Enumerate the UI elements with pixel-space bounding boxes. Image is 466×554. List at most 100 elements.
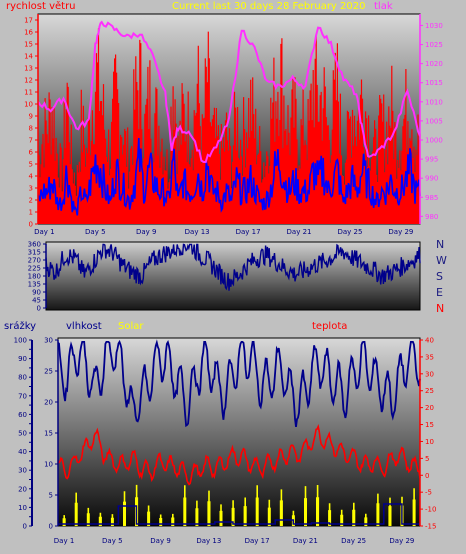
temperature-axis-label: 30 — [425, 370, 434, 378]
humidity-x-label: Day 9 — [150, 537, 171, 545]
temperature-axis-label: 20 — [425, 404, 434, 412]
direction-axis-label: 270 — [28, 257, 41, 265]
wind-axis-label: 1 — [29, 209, 33, 217]
temperature-axis-label: 35 — [425, 353, 434, 361]
temperature-axis-label: 10 — [425, 438, 434, 446]
temperature-axis-label: 25 — [425, 387, 434, 395]
wind-x-label: Day 5 — [85, 228, 106, 236]
wind-axis-label: 5 — [29, 161, 33, 169]
humidity-label: vlhkost — [66, 321, 102, 332]
pressure-axis-label: 1020 — [425, 60, 443, 68]
wind-axis-label: 7 — [29, 137, 33, 145]
precip-axis-label: 40 — [18, 448, 27, 456]
temperature-axis-label: 0 — [425, 472, 429, 480]
precip-axis-label: 70 — [18, 392, 27, 400]
pressure-axis-label: 1005 — [425, 117, 443, 125]
direction-axis-label: 360 — [28, 241, 41, 249]
temperature-axis-label: -10 — [425, 506, 436, 514]
precip-axis-label: 60 — [18, 411, 27, 419]
direction-axis-label: 90 — [32, 289, 41, 297]
wind-x-label: Day 17 — [236, 228, 261, 236]
temperature-label: teplota — [312, 321, 348, 332]
direction-axis-label: 225 — [28, 265, 41, 273]
wind-axis-label: 8 — [29, 125, 33, 133]
wind-axis-label: 6 — [29, 149, 34, 157]
compass-s: S — [436, 270, 443, 283]
wind-average-series — [37, 137, 421, 216]
temperature-axis-label: 5 — [425, 455, 429, 463]
wind-axis-label: 11 — [24, 89, 33, 97]
wind-x-label: Day 25 — [337, 228, 362, 236]
pressure-axis-label: 985 — [425, 194, 438, 202]
wind-axis-label: 16 — [24, 29, 33, 37]
humidity-x-label: Day 1 — [54, 537, 75, 545]
humidity-axis-label: 20 — [44, 399, 53, 407]
wind-axis-label: 17 — [24, 17, 33, 25]
direction-axis-label: 135 — [28, 281, 41, 289]
temperature-series — [57, 423, 421, 486]
wind-axis-label: 2 — [29, 197, 33, 205]
wind-axis-label: 15 — [24, 41, 33, 49]
temperature-axis-label: -5 — [425, 489, 432, 497]
wind-direction-series — [45, 243, 421, 291]
wind-x-label: Day 1 — [34, 228, 55, 236]
wind-axis-label: 9 — [29, 113, 33, 121]
humidity-x-label: Day 25 — [341, 537, 366, 545]
pressure-axis-label: 990 — [425, 175, 438, 183]
pressure-axis-label: 980 — [425, 213, 438, 221]
precip-axis-label: 30 — [18, 467, 27, 475]
precip-axis-label: 100 — [14, 337, 27, 345]
pressure-series — [37, 20, 421, 164]
direction-axis-label: 180 — [28, 273, 41, 281]
direction-axis-label: 45 — [32, 297, 41, 305]
pressure-axis-label: 1025 — [425, 41, 443, 49]
pressure-axis-label: 1000 — [425, 137, 443, 145]
temperature-axis-label: 15 — [425, 421, 434, 429]
wind-axis-label: 0 — [29, 221, 33, 229]
precip-axis-label: 90 — [18, 355, 27, 363]
temperature-axis-label: -15 — [425, 523, 436, 531]
humidity-axis-label: 0 — [49, 523, 53, 531]
pressure-axis-label: 995 — [425, 156, 438, 164]
wind-x-label: Day 13 — [185, 228, 210, 236]
precip-axis-label: 80 — [18, 374, 27, 382]
humidity-x-label: Day 21 — [293, 537, 318, 545]
humidity-axis-label: 30 — [44, 337, 53, 345]
wind-axis-label: 3 — [29, 185, 33, 193]
temperature-axis-label: 40 — [425, 337, 434, 345]
precip-axis-label: 20 — [18, 485, 27, 493]
wind-speed-label: rychlost větru — [6, 1, 76, 12]
humidity-axis-label: 15 — [44, 430, 53, 438]
wind-x-label: Day 29 — [388, 228, 413, 236]
humidity-axis-label: 25 — [44, 368, 53, 376]
solar-label: Solar — [118, 321, 144, 332]
pressure-axis-label: 1015 — [425, 79, 443, 87]
pressure-label: tlak — [374, 1, 393, 12]
humidity-x-label: Day 5 — [102, 537, 123, 545]
wind-axis-label: 12 — [24, 77, 33, 85]
wind-axis-label: 14 — [24, 53, 33, 61]
solar-series — [62, 484, 416, 526]
wind-axis-label: 13 — [24, 65, 33, 73]
compass-w: W — [436, 254, 447, 267]
compass-n-top: N — [436, 238, 445, 251]
chart-title: Current last 30 days 28 February 2020 — [172, 1, 366, 12]
precip-label: srážky — [4, 321, 37, 332]
humidity-series — [57, 339, 421, 428]
wind-x-label: Day 21 — [287, 228, 312, 236]
precip-axis-label: 50 — [18, 430, 27, 438]
wind-axis-label: 4 — [29, 173, 34, 181]
precipitation-series — [58, 503, 420, 525]
pressure-axis-label: 1010 — [425, 98, 443, 106]
humidity-axis-label: 10 — [44, 461, 53, 469]
humidity-x-label: Day 13 — [196, 537, 221, 545]
compass-n-bottom: N — [436, 302, 445, 315]
pressure-axis-label: 1030 — [425, 22, 443, 30]
wind-axis-label: 10 — [24, 101, 33, 109]
wind-x-label: Day 9 — [136, 228, 157, 236]
precip-axis-label: 10 — [18, 504, 27, 512]
humidity-x-label: Day 29 — [389, 537, 414, 545]
humidity-x-label: Day 17 — [245, 537, 270, 545]
